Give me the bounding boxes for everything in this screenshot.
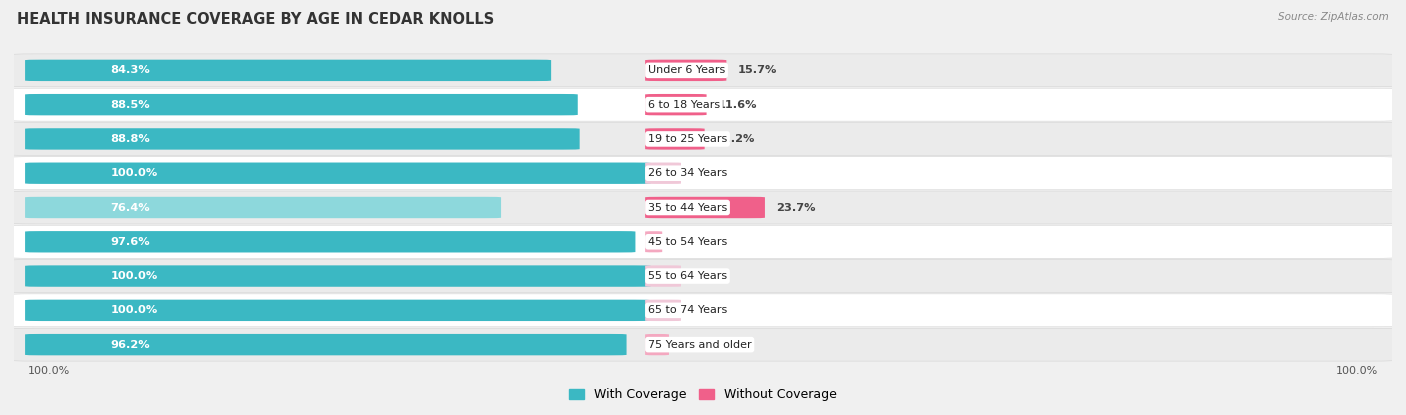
Text: 15.7%: 15.7% <box>737 66 776 76</box>
Text: 11.2%: 11.2% <box>716 134 755 144</box>
FancyBboxPatch shape <box>645 197 765 218</box>
FancyBboxPatch shape <box>25 231 636 252</box>
Text: 88.8%: 88.8% <box>111 134 150 144</box>
FancyBboxPatch shape <box>25 128 579 150</box>
Text: 0.0%: 0.0% <box>686 305 718 315</box>
Text: 0.0%: 0.0% <box>686 168 718 178</box>
FancyBboxPatch shape <box>7 328 1399 361</box>
Text: 100.0%: 100.0% <box>111 271 157 281</box>
FancyBboxPatch shape <box>645 60 727 81</box>
FancyBboxPatch shape <box>645 128 704 150</box>
Text: 2.4%: 2.4% <box>673 237 704 247</box>
Text: 19 to 25 Years: 19 to 25 Years <box>648 134 727 144</box>
FancyBboxPatch shape <box>645 163 681 184</box>
FancyBboxPatch shape <box>645 94 707 115</box>
Text: 100.0%: 100.0% <box>28 366 70 376</box>
Text: 100.0%: 100.0% <box>111 168 157 178</box>
FancyBboxPatch shape <box>7 54 1399 87</box>
Text: HEALTH INSURANCE COVERAGE BY AGE IN CEDAR KNOLLS: HEALTH INSURANCE COVERAGE BY AGE IN CEDA… <box>17 12 494 27</box>
FancyBboxPatch shape <box>25 300 651 321</box>
FancyBboxPatch shape <box>7 191 1399 224</box>
FancyBboxPatch shape <box>645 231 662 252</box>
FancyBboxPatch shape <box>25 334 627 355</box>
FancyBboxPatch shape <box>645 265 681 287</box>
Text: 100.0%: 100.0% <box>111 305 157 315</box>
FancyBboxPatch shape <box>25 197 501 218</box>
FancyBboxPatch shape <box>7 225 1399 258</box>
Text: 0.0%: 0.0% <box>686 271 718 281</box>
FancyBboxPatch shape <box>645 334 669 355</box>
FancyBboxPatch shape <box>7 157 1399 190</box>
Text: 35 to 44 Years: 35 to 44 Years <box>648 203 727 212</box>
Text: 100.0%: 100.0% <box>1336 366 1378 376</box>
FancyBboxPatch shape <box>7 260 1399 293</box>
Text: Source: ZipAtlas.com: Source: ZipAtlas.com <box>1278 12 1389 22</box>
Text: 6 to 18 Years: 6 to 18 Years <box>648 100 720 110</box>
FancyBboxPatch shape <box>25 60 551 81</box>
FancyBboxPatch shape <box>645 300 681 321</box>
Text: 45 to 54 Years: 45 to 54 Years <box>648 237 727 247</box>
FancyBboxPatch shape <box>25 163 651 184</box>
Text: 97.6%: 97.6% <box>111 237 150 247</box>
FancyBboxPatch shape <box>7 122 1399 155</box>
Text: 65 to 74 Years: 65 to 74 Years <box>648 305 727 315</box>
Text: 11.6%: 11.6% <box>717 100 756 110</box>
FancyBboxPatch shape <box>25 94 578 115</box>
Text: 88.5%: 88.5% <box>111 100 150 110</box>
Text: 3.8%: 3.8% <box>681 339 711 349</box>
FancyBboxPatch shape <box>7 294 1399 327</box>
Text: 96.2%: 96.2% <box>111 339 150 349</box>
FancyBboxPatch shape <box>25 265 651 287</box>
Text: 76.4%: 76.4% <box>111 203 150 212</box>
Text: Under 6 Years: Under 6 Years <box>648 66 725 76</box>
Text: 55 to 64 Years: 55 to 64 Years <box>648 271 727 281</box>
FancyBboxPatch shape <box>7 88 1399 121</box>
Text: 23.7%: 23.7% <box>776 203 815 212</box>
Text: 75 Years and older: 75 Years and older <box>648 339 752 349</box>
Legend: With Coverage, Without Coverage: With Coverage, Without Coverage <box>564 383 842 406</box>
Text: 84.3%: 84.3% <box>111 66 150 76</box>
Text: 26 to 34 Years: 26 to 34 Years <box>648 168 727 178</box>
